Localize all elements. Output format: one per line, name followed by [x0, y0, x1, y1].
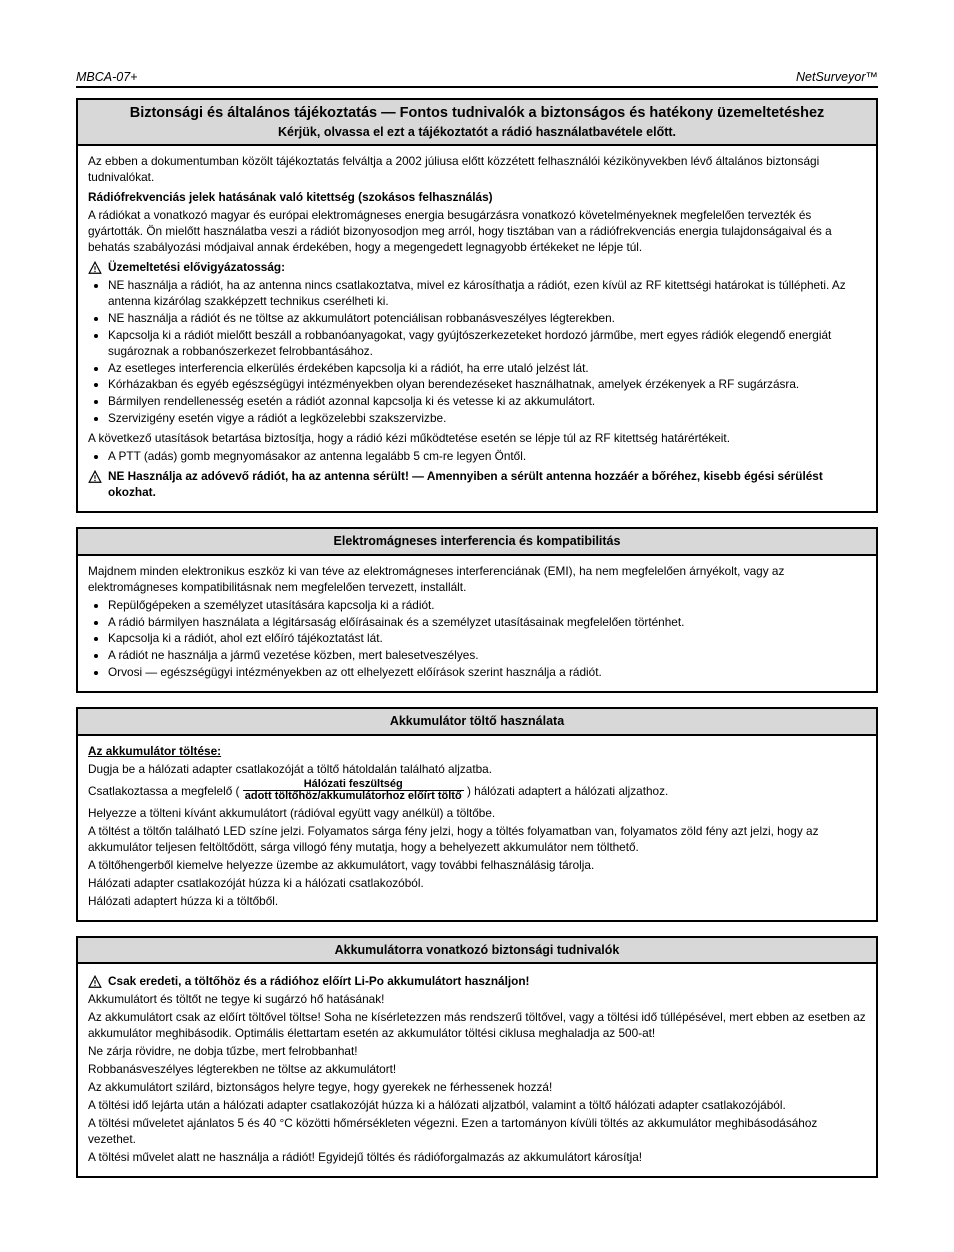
- rf-heading: Rádiófrekvenciás jelek hatásának való ki…: [88, 190, 493, 204]
- battery-line: Ne zárja rövidre, ne dobja tűzbe, mert f…: [88, 1044, 866, 1060]
- section-safety-body: Az ebben a dokumentumban közölt tájékozt…: [78, 146, 876, 510]
- emi-intro: Majdnem minden elektronikus eszköz ki va…: [88, 564, 866, 596]
- header-right: NetSurveyor™: [796, 70, 878, 84]
- charger-step1: Dugja be a hálózati adapter csatlakozójá…: [88, 762, 866, 778]
- section-safety-title-sub: Kérjük, olvassa el ezt a tájékoztatót a …: [278, 125, 676, 139]
- battery-line: A töltési idő lejárta után a hálózati ad…: [88, 1098, 866, 1114]
- precaution-item: Az esetleges interferencia elkerülés érd…: [108, 361, 866, 377]
- battery-line: Az akkumulátort csak az előírt töltővel …: [88, 1010, 866, 1042]
- page-container: MBCA-07+ NetSurveyor™ Biztonsági és álta…: [0, 0, 954, 1252]
- precaution-item: NE használja a rádiót, ha az antenna nin…: [108, 278, 866, 310]
- battery-line: Akkumulátort és töltőt ne tegye ki sugár…: [88, 992, 866, 1008]
- section-battery: Akkumulátorra vonatkozó biztonsági tudni…: [76, 936, 878, 1178]
- charger-step2b: ) hálózati adaptert a hálózati aljzathoz…: [467, 784, 668, 798]
- charger-step3: Helyezze a tölteni kívánt akkumulátort (…: [88, 806, 866, 822]
- warning-triangle-icon: [88, 975, 102, 989]
- antenna-warning-text: NE Használja az adóvevő rádiót, ha az an…: [108, 469, 823, 499]
- battery-line: Robbanásveszélyes légterekben ne töltse …: [88, 1062, 866, 1078]
- battery-warning: Csak eredeti, a töltőhöz és a rádióhoz e…: [88, 974, 866, 990]
- precaution-item: Kapcsolja ki a rádiót mielőtt beszáll a …: [108, 328, 866, 360]
- header-left: MBCA-07+: [76, 70, 137, 84]
- section-emi-title: Elektromágneses interferencia és kompati…: [78, 529, 876, 556]
- ptt-list: A PTT (adás) gomb megnyomásakor az anten…: [88, 449, 866, 465]
- rf-body: A rádiókat a vonatkozó magyar és európai…: [88, 208, 866, 256]
- ptt-item: A PTT (adás) gomb megnyomásakor az anten…: [108, 449, 866, 465]
- charger-step6: Hálózati adapter csatlakozóját húzza ki …: [88, 876, 866, 892]
- precaution-warning: Üzemeltetési elővigyázatosság:: [88, 260, 866, 276]
- section-safety-title: Biztonsági és általános tájékoztatás — F…: [78, 100, 876, 146]
- precaution-item: Kórházakban és egyéb egészségügyi intézm…: [108, 377, 866, 393]
- safety-intro: Az ebben a dokumentumban közölt tájékozt…: [88, 154, 866, 186]
- emi-item: Orvosi — egészségügyi intézményekben az …: [108, 665, 866, 681]
- charger-step2: Csatlakoztassa a megfelelő ( Hálózati fe…: [88, 780, 866, 804]
- battery-line: A töltési művelet alatt ne használja a r…: [88, 1150, 866, 1166]
- battery-warning-label: Csak eredeti, a töltőhöz és a rádióhoz e…: [108, 974, 530, 988]
- charger-step7: Hálózati adaptert húzza ki a töltőből.: [88, 894, 866, 910]
- section-battery-body: Csak eredeti, a töltőhöz és a rádióhoz e…: [78, 964, 876, 1175]
- precaution-list: NE használja a rádiót, ha az antenna nin…: [88, 278, 866, 427]
- charger-step5: A töltőhengerből kiemelve helyezze üzemb…: [88, 858, 866, 874]
- section-charger-title: Akkumulátor töltő használata: [78, 709, 876, 736]
- section-emi-body: Majdnem minden elektronikus eszköz ki va…: [78, 556, 876, 691]
- emi-item: A rádió bármilyen használata a légitársa…: [108, 615, 866, 631]
- section-safety-title-main: Biztonsági és általános tájékoztatás — F…: [130, 105, 825, 121]
- emi-item: Repülőgépeken a személyzet utasítására k…: [108, 598, 866, 614]
- precaution-item: Bármilyen rendellenesség esetén a rádiót…: [108, 394, 866, 410]
- charger-step4: A töltést a töltőn található LED színe j…: [88, 824, 866, 856]
- precaution-item: Szervizigény esetén vigye a rádiót a leg…: [108, 411, 866, 427]
- running-header: MBCA-07+ NetSurveyor™: [76, 70, 878, 86]
- emi-item: A rádiót ne használja a jármű vezetése k…: [108, 648, 866, 664]
- antenna-warning: NE Használja az adóvevő rádiót, ha az an…: [88, 469, 866, 501]
- section-safety: Biztonsági és általános tájékoztatás — F…: [76, 98, 878, 513]
- bridge-line: A következő utasítások betartása biztosí…: [88, 431, 866, 447]
- precaution-item: NE használja a rádiót és ne töltse az ak…: [108, 311, 866, 327]
- battery-line: Az akkumulátort szilárd, biztonságos hel…: [88, 1080, 866, 1096]
- warning-triangle-icon: [88, 261, 102, 275]
- battery-line: A töltési műveletet ajánlatos 5 és 40 °C…: [88, 1116, 866, 1148]
- section-charger-body: Az akkumulátor töltése: Dugja be a hálóz…: [78, 736, 876, 919]
- charger-intro: Az akkumulátor töltése:: [88, 744, 221, 758]
- precaution-label: Üzemeltetési elővigyázatosság:: [108, 260, 285, 274]
- header-rule: [76, 86, 878, 88]
- warning-triangle-icon: [88, 470, 102, 484]
- section-emi: Elektromágneses interferencia és kompati…: [76, 527, 878, 693]
- section-charger: Akkumulátor töltő használata Az akkumulá…: [76, 707, 878, 921]
- emi-list: Repülőgépeken a személyzet utasítására k…: [88, 598, 866, 682]
- charger-fraction: Hálózati feszültség adott töltőhöz/akkum…: [243, 779, 464, 803]
- charger-step2a: Csatlakoztassa a megfelelő (: [88, 784, 239, 798]
- fraction-denominator: adott töltőhöz/akkumulátorhoz előírt töl…: [243, 791, 464, 803]
- emi-item: Kapcsolja ki a rádiót, ahol ezt előíró t…: [108, 631, 866, 647]
- section-battery-title: Akkumulátorra vonatkozó biztonsági tudni…: [78, 938, 876, 965]
